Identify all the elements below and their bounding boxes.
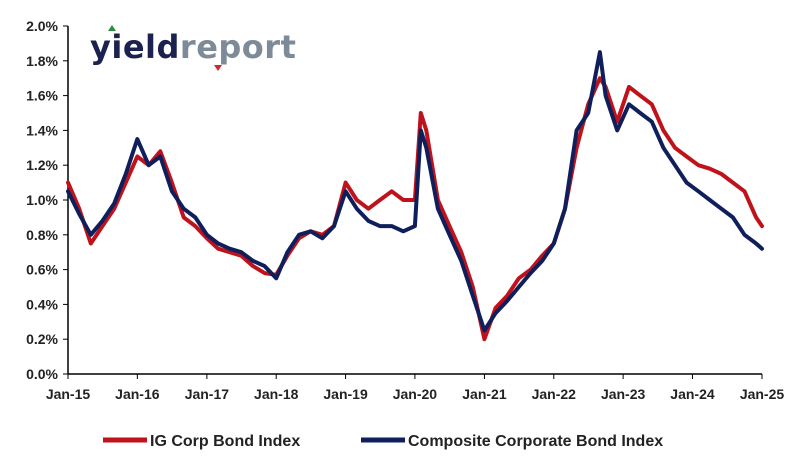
logo-down-arrow-icon [214, 65, 222, 71]
y-tick-label: 1.0% [26, 192, 58, 208]
series-line-ig-corp-bond-index [66, 76, 764, 342]
x-tick-label: Jan-16 [115, 386, 160, 402]
logo-up-arrow-icon [108, 25, 116, 31]
legend-label: IG Corp Bond Index [150, 433, 300, 450]
x-tick-label: Jan-24 [670, 386, 715, 402]
y-tick-label: 0.0% [26, 366, 58, 382]
y-tick-label: 1.4% [26, 122, 58, 138]
legend: IG Corp Bond Index Composite Corporate Bo… [103, 433, 663, 450]
x-tick-label: Jan-17 [185, 386, 230, 402]
y-tick-label: 0.6% [26, 262, 58, 278]
y-tick-label: 0.8% [26, 227, 58, 243]
x-tick-label: Jan-15 [46, 386, 91, 402]
y-tick-label: 0.2% [26, 331, 58, 347]
legend-item-composite-corporate-bond-index: Composite Corporate Bond Index [361, 433, 663, 450]
x-tick-label: Jan-20 [393, 386, 438, 402]
legend-item-ig-corp-bond-index: IG Corp Bond Index [103, 433, 300, 450]
y-tick-label: 2.0% [26, 18, 58, 34]
series-layer [66, 50, 764, 342]
y-tick-label: 1.2% [26, 157, 58, 173]
x-tick-label: Jan-22 [532, 386, 577, 402]
y-tick-label: 1.8% [26, 53, 58, 69]
y-axis: 0.0% 0.2% 0.4% 0.6% 0.8% 1.0% 1.2% 1.4% 1.6% 1.8%… [26, 18, 69, 382]
yieldreport-logo: yieldreport [90, 25, 296, 71]
legend-label: Composite Corporate Bond Index [408, 433, 663, 450]
x-tick-label: Jan-21 [462, 386, 507, 402]
logo-part-yield: yield [90, 28, 180, 66]
plot-area: 0.0% 0.2% 0.4% 0.6% 0.8% 1.0% 1.2% 1.4% 1.6% 1.8%… [26, 18, 784, 402]
x-tick-label: Jan-19 [323, 386, 368, 402]
logo-part-report: report [180, 28, 296, 66]
x-axis: Jan-15 Jan-16 Jan-17 Jan-18 Jan-19 Jan-20 Jan-… [46, 373, 785, 402]
x-tick-label: Jan-23 [601, 386, 646, 402]
y-tick-label: 1.6% [26, 88, 58, 104]
y-tick-label: 0.4% [26, 296, 58, 312]
series-line-composite-corporate-bond-index [66, 50, 764, 333]
x-tick-label: Jan-25 [740, 386, 785, 402]
svg-text:yieldreport: yieldreport [90, 28, 296, 66]
x-tick-label: Jan-18 [254, 386, 299, 402]
